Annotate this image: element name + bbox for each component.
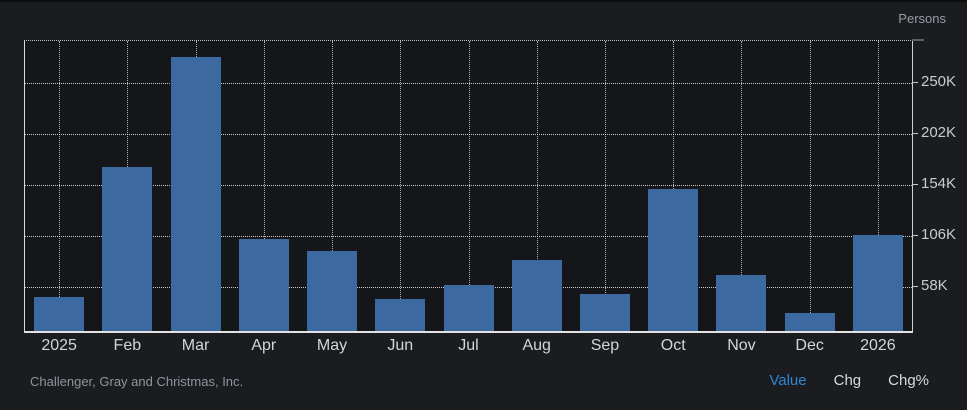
x-axis-label: May	[316, 337, 348, 354]
x-axis-label: Jul	[458, 337, 479, 354]
bar-oct[interactable]	[648, 188, 699, 331]
v-gridline	[400, 41, 402, 331]
x-axis-label: Sep	[590, 337, 620, 354]
y-axis-unit-label: Persons	[898, 11, 946, 26]
y-axis-tick	[912, 82, 918, 83]
v-gridline	[673, 41, 675, 331]
bar-may[interactable]	[307, 251, 358, 331]
bar-sep[interactable]	[579, 293, 630, 331]
bar-2026[interactable]	[852, 235, 903, 331]
axis-top-tick	[912, 39, 924, 41]
v-gridline	[59, 41, 61, 331]
x-axis-label: 2026	[860, 337, 896, 354]
y-axis-tick	[912, 133, 918, 134]
v-gridline	[536, 41, 538, 331]
bar-mar[interactable]	[170, 56, 221, 331]
v-gridline	[809, 41, 811, 331]
x-axis-label: Oct	[660, 337, 686, 354]
v-gridline	[468, 41, 470, 331]
source-attribution: Challenger, Gray and Christmas, Inc.	[30, 374, 244, 389]
x-axis-label: Apr	[251, 337, 277, 354]
x-axis-label: Nov	[727, 337, 756, 354]
x-axis-label: Aug	[522, 337, 551, 354]
bar-jun[interactable]	[375, 299, 426, 331]
v-gridline	[741, 41, 743, 331]
x-axis-label: Mar	[181, 337, 210, 354]
chg-tab[interactable]: Chg	[833, 372, 862, 389]
x-axis-label: Dec	[795, 337, 824, 354]
v-gridline	[877, 41, 879, 331]
x-axis-label: 2025	[41, 337, 77, 354]
v-gridline	[332, 41, 334, 331]
y-axis-label: 106K	[921, 226, 957, 244]
x-axis-label: Jun	[387, 337, 414, 354]
bar-aug[interactable]	[511, 259, 562, 331]
bar-feb[interactable]	[102, 167, 153, 331]
x-axis-label: Feb	[113, 337, 142, 354]
bar-2025[interactable]	[34, 297, 85, 331]
bar-nov[interactable]	[716, 274, 767, 331]
y-axis-label: 250K	[921, 73, 957, 91]
v-gridline	[263, 41, 265, 331]
y-axis-tick	[912, 184, 918, 185]
bar-apr[interactable]	[238, 238, 289, 331]
v-gridline	[604, 41, 606, 331]
y-axis-label: 202K	[921, 124, 957, 142]
y-axis-label: 154K	[921, 175, 957, 193]
chg-percent-tab[interactable]: Chg%	[888, 372, 929, 389]
plot-area	[24, 39, 924, 333]
y-axis-label: 58K	[921, 277, 948, 295]
view-mode-links: Value Chg Chg%	[769, 372, 929, 389]
value-tab[interactable]: Value	[769, 372, 807, 389]
bar-dec[interactable]	[784, 312, 835, 331]
bar-jul[interactable]	[443, 285, 494, 331]
y-axis-tick	[912, 235, 918, 236]
y-axis-tick	[912, 286, 918, 287]
